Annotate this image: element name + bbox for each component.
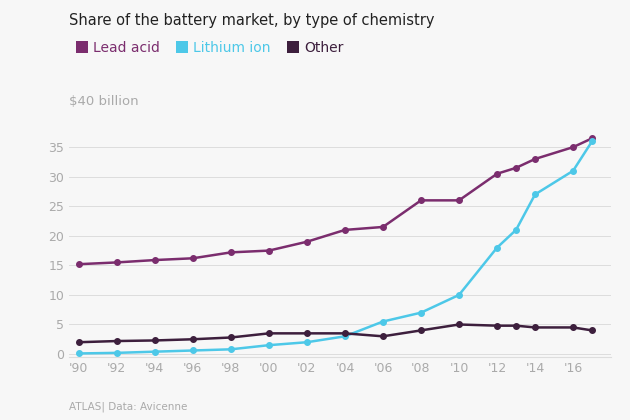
Legend: Lead acid, Lithium ion, Other: Lead acid, Lithium ion, Other	[76, 41, 343, 55]
Text: $40 billion: $40 billion	[69, 95, 139, 108]
Text: Share of the battery market, by type of chemistry: Share of the battery market, by type of …	[69, 13, 435, 28]
Text: ATLAS| Data: Avicenne: ATLAS| Data: Avicenne	[69, 401, 188, 412]
